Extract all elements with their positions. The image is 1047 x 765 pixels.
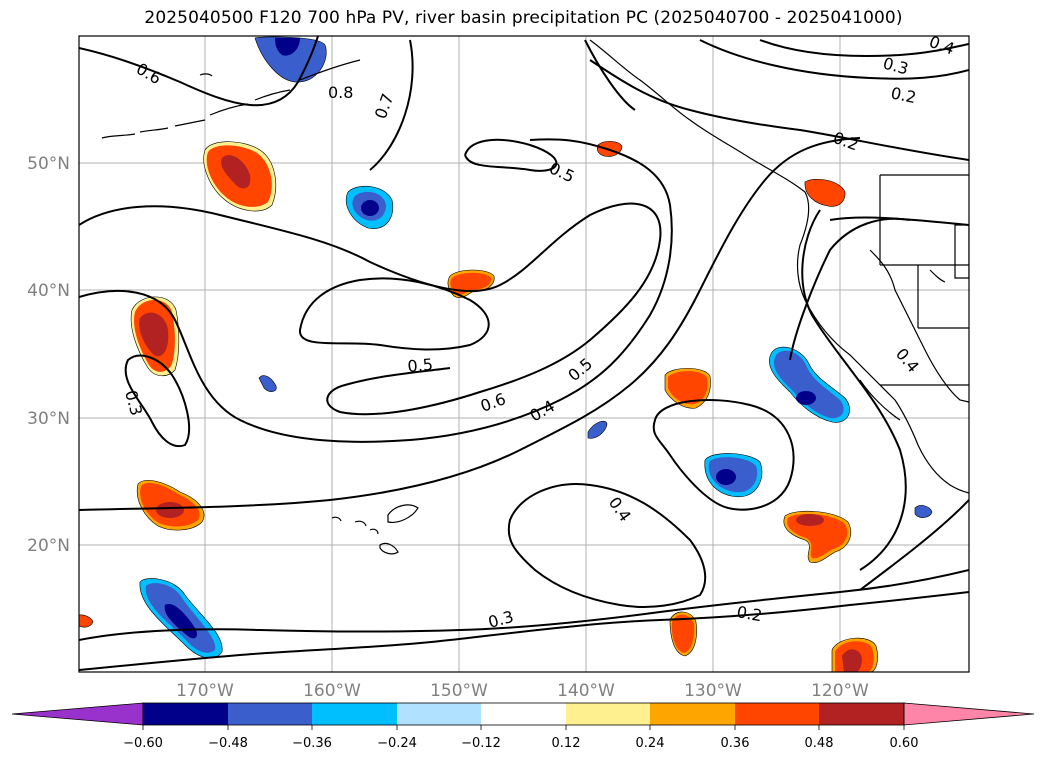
lat-label: 40°N — [27, 281, 70, 301]
colorbar-tick-label: −0.60 — [123, 736, 163, 751]
colorbar-segment — [397, 703, 481, 725]
colorbar-tick-label: −0.48 — [208, 736, 248, 751]
lon-label: 170°W — [176, 681, 234, 701]
colorbar-segment — [312, 703, 397, 725]
colorbar-segment — [566, 703, 650, 725]
map-frame — [78, 35, 970, 673]
colorbar-segment — [481, 703, 566, 725]
pos-blob-south — [669, 611, 697, 657]
pos-blob-edge-west — [79, 614, 94, 628]
pos-blob-coast — [804, 179, 846, 207]
colorbar-extend-left — [11, 702, 144, 726]
pos-blob-southeast — [783, 510, 852, 563]
contour-label: 0.5 — [407, 355, 434, 376]
latitude-labels: 50°N 40°N 30°N 20°N — [27, 154, 70, 556]
colorbar: −0.60 −0.48 −0.36 −0.24 −0.12 0.12 0.24 … — [11, 702, 1035, 751]
pos-blob-north — [203, 141, 277, 212]
colorbar-segment — [143, 703, 228, 725]
precip-pc-shading — [79, 36, 933, 672]
colorbar-segment — [650, 703, 735, 725]
aleutian-islands — [101, 59, 361, 139]
lon-label: 150°W — [430, 681, 488, 701]
lat-label: 30°N — [27, 409, 70, 429]
colorbar-tick-label: −0.12 — [461, 736, 501, 751]
lon-label: 120°W — [811, 681, 869, 701]
pos-blob-southwest — [136, 480, 205, 531]
pv-contours — [79, 36, 969, 671]
pos-blob-center-east — [664, 368, 711, 409]
colorbar-tick-label: −0.24 — [377, 736, 417, 751]
pos-blob-south-east — [831, 637, 878, 672]
longitude-labels: 170°W 160°W 150°W 140°W 130°W 120°W — [176, 681, 869, 701]
lon-label: 130°W — [684, 681, 742, 701]
lon-label: 140°W — [557, 681, 615, 701]
neg-blob-east — [769, 346, 850, 423]
colorbar-tick-label: 0.24 — [636, 736, 665, 751]
colorbar-segment — [819, 703, 904, 725]
neg-blob-small-2 — [587, 420, 608, 439]
neg-blob-center-east — [704, 453, 763, 498]
contour-label: 0.8 — [328, 83, 353, 102]
lat-label: 20°N — [27, 536, 70, 556]
coastlines — [589, 39, 969, 494]
lon-label: 160°W — [303, 681, 361, 701]
colorbar-tick-label: 0.60 — [890, 736, 919, 751]
map-title: 2025040500 F120 700 hPa PV, river basin … — [144, 8, 903, 28]
neg-blob-small-1 — [258, 375, 277, 392]
colorbar-tick-label: 0.48 — [805, 736, 834, 751]
neg-blob-mid — [346, 185, 394, 229]
colorbar-tick-label: 0.12 — [552, 736, 581, 751]
lat-label: 50°N — [27, 154, 70, 174]
neg-blob-north — [254, 36, 327, 83]
colorbar-segment — [228, 703, 312, 725]
neg-blob-small-3 — [914, 505, 933, 518]
contour-label: 0.2 — [735, 602, 763, 625]
hawaii-islands — [331, 504, 419, 555]
colorbar-segment — [735, 703, 819, 725]
colorbar-tick-label: 0.36 — [721, 736, 750, 751]
contour-label: 0.2 — [889, 83, 918, 107]
colorbar-tick-label: −0.36 — [292, 736, 332, 751]
colorbar-extend-right — [903, 702, 1035, 726]
